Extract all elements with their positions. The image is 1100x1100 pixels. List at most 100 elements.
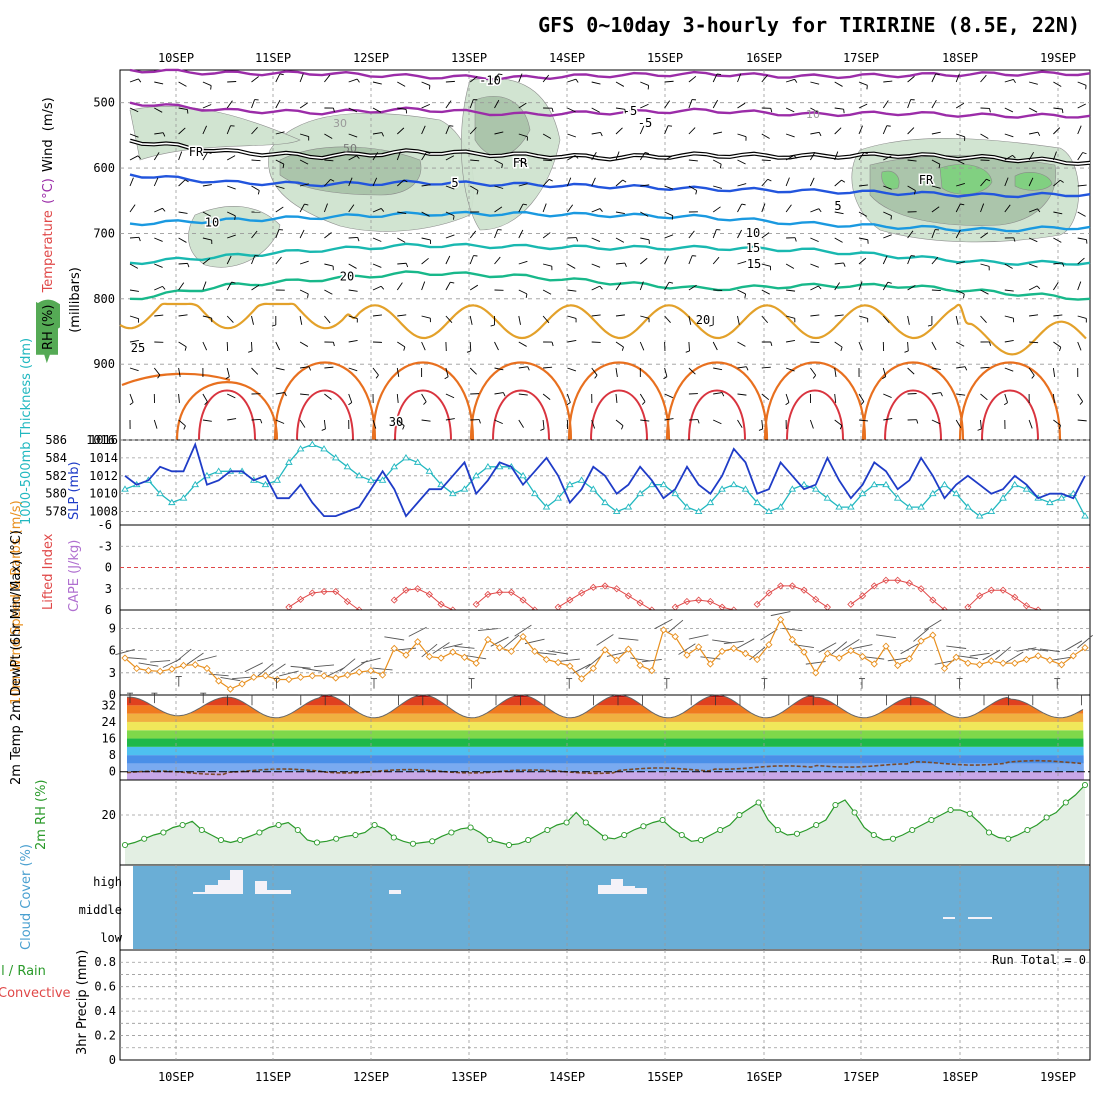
wind-barb-flag: [977, 428, 982, 431]
wind-barb-flag: [1037, 208, 1041, 213]
pressure-tick-label: 700: [93, 226, 115, 240]
rh-point: [371, 821, 378, 829]
wind-barb-flag: [548, 178, 553, 182]
wind-barb: [178, 127, 186, 135]
rh-point: [601, 834, 609, 841]
wind-barb: [591, 237, 601, 242]
wind-barb: [226, 155, 236, 161]
wind10m-barb: [1028, 648, 1049, 652]
wind10m-barb: [969, 652, 990, 657]
wind-barb: [324, 366, 334, 369]
thickness-point: [413, 458, 422, 465]
wind-speed-point: [320, 672, 328, 680]
isotherm-35-arch: [981, 389, 1039, 441]
wind-barb: [178, 393, 180, 404]
rh-point: [582, 819, 589, 826]
wind-barb: [664, 234, 674, 239]
wind-barb: [178, 81, 187, 87]
wind-barb: [275, 419, 285, 424]
wind-speed-point: [987, 657, 995, 665]
wind-barb: [810, 367, 817, 376]
isotherm-30-arch: [371, 361, 475, 441]
wind-barb: [834, 237, 843, 243]
wind-barb: [348, 155, 357, 161]
wind-barb-flag: [1013, 79, 1016, 84]
upper-air-frame: [119, 69, 1091, 441]
isotherm-35-arch: [590, 389, 648, 441]
wind-barb: [542, 419, 545, 429]
wind-barb: [567, 339, 577, 343]
isotherm-30-arch: [175, 381, 279, 441]
wind10m-barb: [126, 657, 147, 660]
wind10m-barb: [244, 662, 263, 673]
wind-barb-flag: [380, 285, 385, 290]
temp-band-group: [127, 695, 1084, 780]
wind-barb: [883, 234, 892, 239]
wind-barb-flag: [348, 402, 352, 406]
wind-barb: [372, 208, 382, 213]
thickness-tick-label: 586: [45, 433, 67, 447]
wind-barb: [469, 315, 473, 325]
wind-barb: [1004, 154, 1013, 161]
wind-barb: [737, 315, 740, 325]
wind-speed-point: [238, 680, 246, 688]
thickness-point: [718, 485, 726, 492]
wind-barb: [543, 159, 553, 162]
wind-barb: [178, 262, 188, 265]
wind-speed-point: [741, 649, 750, 658]
wind-barb: [372, 107, 382, 113]
wind-barb: [251, 341, 253, 352]
wind-barb: [226, 125, 231, 135]
wind-barb: [737, 260, 747, 265]
wind-barb: [372, 177, 378, 187]
wind-barb: [469, 185, 479, 191]
wind-barb: [786, 289, 796, 292]
wind-barb: [688, 284, 697, 291]
wind-barb: [712, 229, 717, 239]
wind-barb: [1077, 184, 1087, 187]
wind10m-barb: [442, 643, 463, 649]
wind-series: [115, 611, 1093, 693]
wind-barb-flag: [904, 350, 909, 353]
wind-speed-point: [624, 645, 633, 653]
thickness-tick-label: 584: [45, 451, 67, 465]
wind-barb: [348, 204, 355, 213]
wind-barb: [664, 80, 674, 83]
isotherm-label: 15: [746, 241, 760, 255]
thickness-tick-label: 580: [45, 487, 67, 501]
wind-barb: [397, 211, 407, 214]
date-label-top: 14SEP: [549, 51, 585, 65]
wind-barb-flag: [307, 293, 309, 298]
wind-barb-flag: [321, 428, 326, 431]
thickness-point: [964, 503, 972, 510]
thickness-point: [425, 467, 434, 474]
lifted-index-line: [967, 589, 1039, 611]
slp-tick-label: 1008: [89, 505, 118, 519]
wind-speed-point: [144, 666, 153, 675]
wind-barb: [348, 367, 358, 372]
thickness-point: [683, 503, 691, 510]
wind-barb-flag: [129, 402, 134, 406]
wind-barb: [615, 393, 618, 403]
wind-barb: [858, 341, 863, 351]
wind-barb: [810, 341, 820, 344]
wind-speed-point: [285, 675, 293, 684]
wind-barb: [591, 263, 601, 268]
wind-barb-flag: [663, 376, 668, 380]
wind-barb: [518, 159, 528, 165]
wind-speed-point: [390, 644, 398, 653]
wind-barb: [639, 393, 646, 402]
wind10m-barb: [852, 644, 873, 649]
wind-barb: [154, 107, 163, 113]
isotherm-label: 10: [746, 226, 760, 240]
wind-barb: [883, 393, 892, 398]
wind-barb: [542, 263, 552, 267]
wind-barb-flag: [960, 203, 965, 206]
wind-barb: [567, 263, 576, 269]
wind-speed-point: [589, 664, 597, 673]
wind-speed-point: [226, 685, 235, 693]
rh-point: [275, 821, 282, 829]
wind-barb: [518, 73, 523, 83]
wind-barb-flag: [575, 237, 579, 242]
